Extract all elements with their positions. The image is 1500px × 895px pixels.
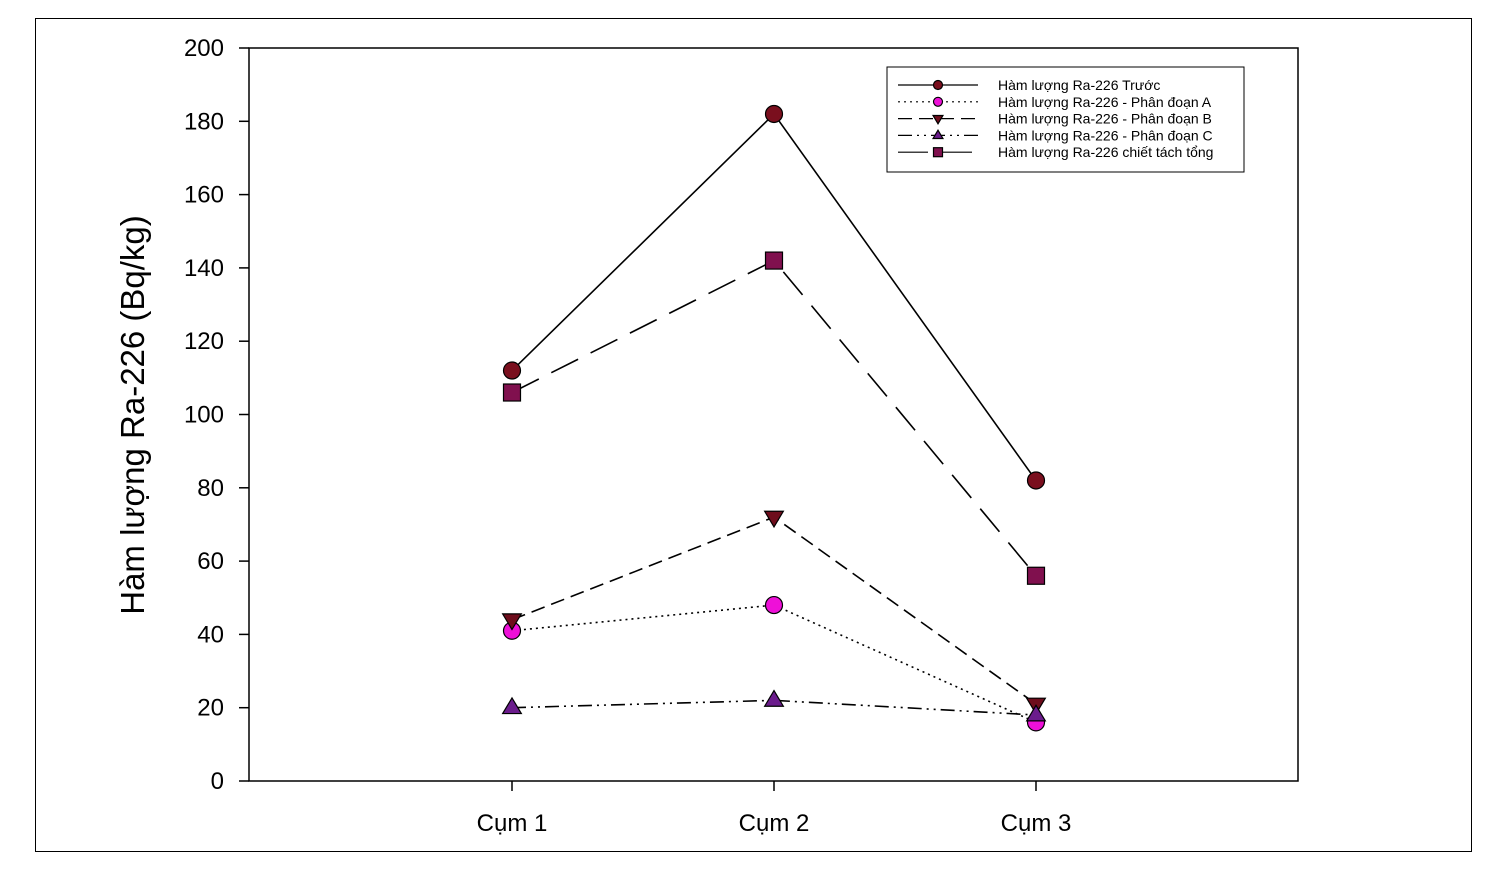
series-line-4: [511, 259, 1037, 577]
data-point: [764, 104, 784, 124]
legend-marker: [932, 147, 944, 158]
data-point: [763, 689, 785, 707]
legend-marker: [931, 114, 945, 125]
y-tick-label: 200: [184, 35, 224, 62]
y-tick-label: 20: [197, 695, 224, 722]
legend-label: Hàm lượng Ra-226 Trước: [998, 77, 1160, 93]
y-axis-title: Hàm lượng Ra-226 (Bq/kg): [114, 215, 151, 615]
legend-label: Hàm lượng Ra-226 - Phân đoạn C: [998, 127, 1213, 143]
y-tick-label: 60: [197, 548, 224, 575]
y-tick-label: 80: [197, 475, 224, 502]
y-tick-label: 160: [184, 182, 224, 209]
y-tick-label: 0: [211, 768, 224, 795]
legend-marker: [931, 129, 945, 140]
data-point: [502, 383, 522, 402]
data-point: [764, 595, 784, 615]
legend-label: Hàm lượng Ra-226 - Phân đoạn B: [998, 111, 1212, 127]
x-tick-label: Cụm 1: [477, 810, 548, 837]
data-point: [1026, 471, 1046, 490]
y-tick-label: 100: [184, 402, 224, 429]
y-tick-label: 140: [184, 255, 224, 282]
legend-marker: [932, 96, 944, 107]
series-markers: [501, 104, 1047, 732]
data-point: [763, 510, 785, 529]
data-point: [501, 613, 523, 631]
legend-label: Hàm lượng Ra-226 - Phân đoạn A: [998, 94, 1212, 110]
data-point: [502, 361, 522, 380]
x-axis: Cụm 1 Cụm 2 Cụm 3: [477, 781, 1072, 837]
y-tick-label: 180: [184, 108, 224, 135]
data-point: [1025, 704, 1047, 722]
y-tick-label: 40: [197, 621, 224, 648]
y-axis: 0 20 40 60 80 100 120 140 160 180 200: [184, 35, 249, 795]
data-point: [501, 696, 523, 715]
legend-marker: [932, 79, 944, 91]
data-point: [764, 251, 784, 270]
legend-label: Hàm lượng Ra-226 chiết tách tổng: [998, 144, 1213, 160]
series-line-3: [511, 699, 1037, 716]
x-tick-label: Cụm 3: [1001, 810, 1072, 837]
figure-frame: [35, 18, 1472, 852]
x-tick-label: Cụm 2: [739, 810, 810, 837]
y-tick-label: 120: [184, 328, 224, 355]
series-lines: [511, 112, 1037, 724]
data-point: [1026, 566, 1046, 585]
